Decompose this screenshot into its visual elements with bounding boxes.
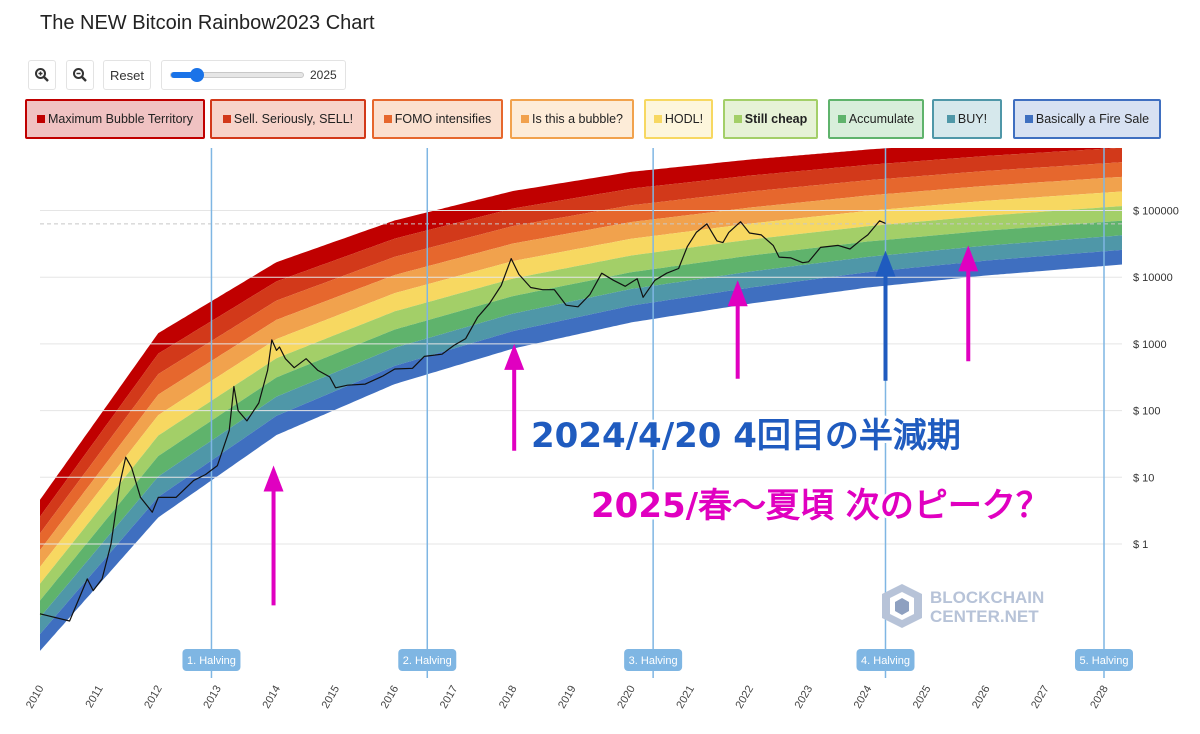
x-tick-label: 2026 — [970, 684, 993, 711]
legend-label: FOMO intensifies — [394, 112, 492, 126]
year-slider-container: 2025 — [161, 60, 346, 90]
x-tick-label: 2028 — [1088, 684, 1111, 711]
price-line — [39, 220, 886, 622]
legend-swatch — [520, 115, 529, 123]
x-tick-label: 2011 — [84, 684, 106, 710]
year-slider-handle[interactable] — [190, 68, 205, 82]
halving-label-box — [856, 649, 915, 671]
y-tick-label: $ 100 — [1133, 406, 1161, 418]
x-tick-label: 2016 — [379, 684, 402, 711]
x-tick-label: 2012 — [142, 684, 165, 711]
page-title: The NEW Bitcoin Rainbow2023 Chart — [40, 12, 375, 34]
year-slider[interactable] — [170, 68, 304, 82]
rainbow-band — [40, 235, 1122, 635]
legend-item-is-this-a-bubble[interactable]: Is this a bubble? — [510, 99, 634, 139]
legend-item-basically-a-fire-sale[interactable]: Basically a Fire Sale — [1013, 99, 1161, 139]
legend-label: BUY! — [957, 112, 988, 126]
x-tick-label: 2025 — [911, 684, 934, 711]
y-tick-label: $ 100000 — [1133, 206, 1179, 218]
legend-label: Accumulate — [848, 112, 915, 126]
y-tick-label: $ 1000 — [1133, 339, 1167, 351]
x-tick-label: 2027 — [1029, 684, 1052, 711]
x-tick-label: 2021 — [674, 684, 697, 711]
annotation-arrow-head — [727, 280, 748, 307]
halving-lines — [210, 148, 1105, 678]
halving-label-box — [624, 649, 683, 671]
halving-label-box — [1075, 649, 1133, 671]
zoom-in-button[interactable] — [28, 60, 56, 90]
price-series — [39, 220, 886, 622]
y-tick-label: $ 1 — [1133, 539, 1148, 551]
annotation-halving-text: 2024/4/20 4回目の半減期 — [531, 416, 961, 456]
halving-label-box — [182, 649, 241, 671]
legend-item-hodl[interactable]: HODL! — [644, 99, 713, 139]
watermark-line1: BLOCKCHAIN — [930, 588, 1044, 607]
legend-label: Basically a Fire Sale — [1035, 112, 1150, 126]
legend-label: Is this a bubble? — [531, 112, 624, 126]
legend-label: Maximum Bubble Territory — [48, 112, 193, 126]
legend-label: Sell. Seriously, SELL! — [233, 112, 354, 126]
reset-button[interactable]: Reset — [103, 60, 151, 90]
legend-swatch — [1024, 115, 1033, 123]
zoom-out-icon — [73, 68, 87, 82]
annotation-arrow-head — [504, 343, 525, 370]
halving-label: 4. Halving — [861, 655, 910, 667]
legend-item-accumulate[interactable]: Accumulate — [828, 99, 924, 139]
halving-label-box — [398, 649, 457, 671]
zoom-in-icon — [35, 68, 49, 82]
legend-swatch — [733, 115, 742, 123]
legend-swatch — [222, 115, 231, 123]
legend-item-fomo-intensifies[interactable]: FOMO intensifies — [372, 99, 503, 139]
legend-label: Still cheap — [744, 112, 808, 126]
x-tick-label: 2023 — [793, 684, 816, 711]
legend-label: HODL! — [664, 112, 704, 126]
halving-label: 1. Halving — [187, 655, 236, 667]
legend-swatch — [37, 115, 46, 123]
x-axis-labels: 2010 2011 2012 2013 2014 2015 2016 2017 2018 2019… — [24, 684, 1111, 711]
x-tick-label: 2022 — [733, 684, 756, 711]
watermark-line2: CENTER.NET — [930, 607, 1039, 626]
legend-swatch — [383, 115, 392, 123]
legend-item-sell-seriously-sell[interactable]: Sell. Seriously, SELL! — [210, 99, 366, 139]
legend-swatch — [653, 115, 662, 123]
halving-labels: 1. Halving 2. Halving 3. Halving 4. Halving… — [182, 649, 1133, 671]
annotation-arrow-head — [875, 250, 896, 277]
annotation-peak-text: 2025/春～夏頃 次のピーク？ — [591, 486, 1050, 526]
x-tick-label: 2015 — [320, 684, 343, 711]
halving-label: 3. Halving — [629, 655, 678, 667]
legend-item-maximum-bubble-territory[interactable]: Maximum Bubble Territory — [25, 99, 205, 139]
year-slider-fill — [171, 72, 198, 78]
legend-item-still-cheap[interactable]: Still cheap — [723, 99, 818, 139]
zoom-out-button[interactable] — [66, 60, 94, 90]
annotation-arrow-head — [263, 465, 284, 492]
annotation-arrows — [263, 245, 979, 606]
halving-label: 2. Halving — [403, 655, 452, 667]
y-tick-label: $ 10000 — [1133, 272, 1173, 284]
x-tick-label: 2014 — [260, 684, 283, 711]
legend-swatch — [837, 115, 846, 123]
y-tick-label: $ 10 — [1133, 472, 1154, 484]
x-tick-label: 2019 — [556, 684, 579, 711]
x-tick-label: 2013 — [201, 684, 224, 711]
blockchaincenter-logo — [882, 584, 922, 628]
rainbow-band — [40, 249, 1122, 651]
y-axis-labels: $ 1 $ 10 $ 100 $ 1000 $ 10000 $ 100000 — [1133, 206, 1179, 552]
x-tick-label: 2010 — [24, 684, 47, 711]
x-tick-label: 2018 — [497, 684, 520, 711]
rainbow-bands — [40, 148, 1122, 651]
watermark: BLOCKCHAIN CENTER.NET — [882, 584, 1044, 628]
halving-label: 5. Halving — [1080, 655, 1129, 667]
legend-item-buy[interactable]: BUY! — [932, 99, 1002, 139]
annotation-arrow-head — [958, 245, 979, 272]
year-slider-value: 2025 — [310, 68, 337, 82]
x-tick-label: 2024 — [852, 684, 875, 711]
x-tick-label: 2017 — [438, 684, 461, 711]
grid — [40, 210, 1122, 545]
legend-swatch — [946, 115, 955, 123]
x-tick-label: 2020 — [615, 684, 638, 711]
